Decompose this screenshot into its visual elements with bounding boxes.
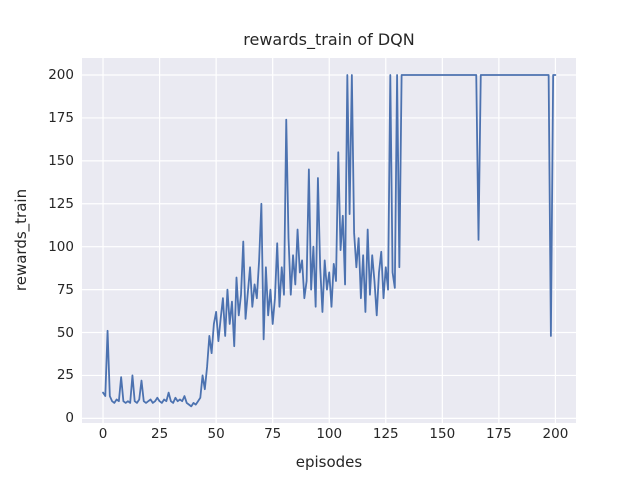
x-tick-label: 150 [429, 426, 456, 442]
x-tick-label: 75 [264, 426, 282, 442]
x-axis-label: episodes [295, 453, 363, 471]
y-tick-label: 150 [48, 152, 74, 169]
y-tick-label: 75 [56, 281, 74, 298]
gridlines [82, 58, 576, 423]
reward-line-series [102, 74, 557, 408]
y-tick-label: 175 [48, 109, 74, 126]
x-tick-label: 0 [98, 426, 108, 442]
x-tick-label: 125 [372, 426, 399, 442]
y-tick-label: 125 [48, 195, 74, 212]
plot-area [82, 58, 576, 423]
x-tick-label: 25 [150, 426, 169, 442]
x-tick-label: 50 [207, 426, 225, 442]
y-tick-label: 50 [56, 324, 74, 341]
chart-title: rewards_train of DQN [243, 30, 415, 49]
y-tick-label: 100 [48, 238, 74, 255]
x-tick-label: 200 [542, 426, 569, 442]
y-tick-label: 0 [65, 410, 74, 427]
y-tick-label: 25 [56, 367, 74, 384]
x-tick-label: 175 [485, 426, 512, 442]
y-tick-label: 200 [48, 66, 74, 83]
line-plot-svg [82, 58, 576, 423]
x-tick-label: 100 [316, 426, 343, 442]
